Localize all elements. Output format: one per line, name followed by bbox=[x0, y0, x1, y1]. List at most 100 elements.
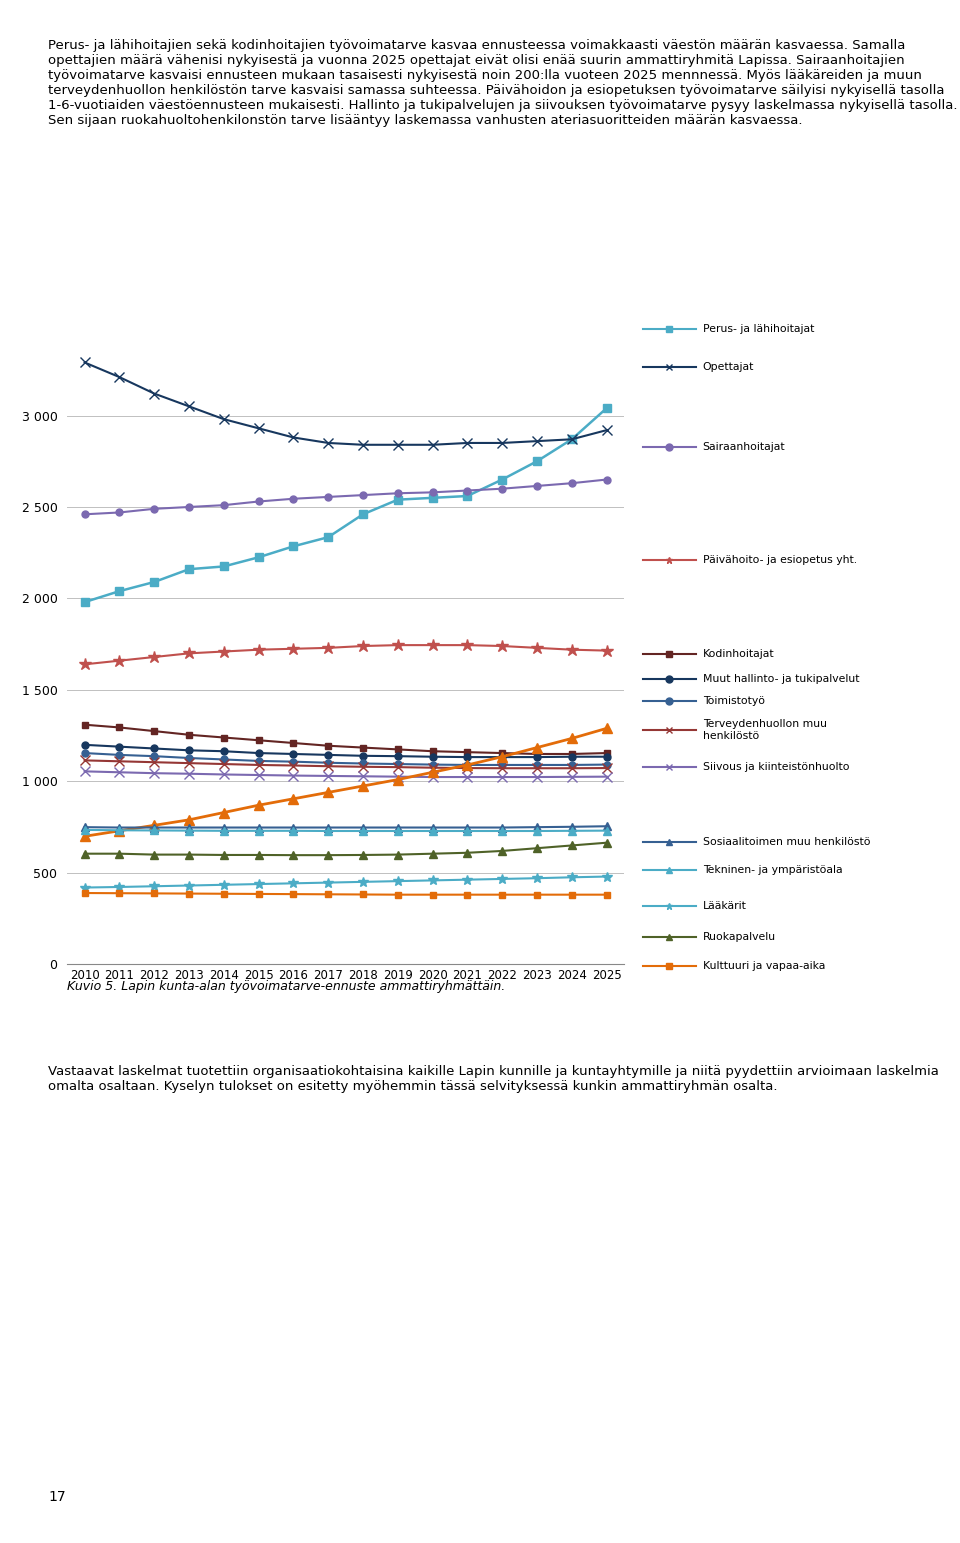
Siivous ja kiinteistönhuolto bbox=[288, 767, 300, 785]
Kodinhoitajat bbox=[496, 744, 508, 762]
Lääkärit bbox=[357, 873, 369, 892]
Kodinhoitajat bbox=[323, 736, 334, 755]
Terveydenhuollon muu henkilöstö bbox=[113, 751, 125, 770]
Muut hallinto- ja tukipalvelut bbox=[323, 745, 334, 764]
Kodinhoitajat bbox=[531, 745, 542, 764]
Terveydenhuollon muu henkilöstö bbox=[218, 755, 229, 773]
Sosiaalitoimen muu henkilöstö bbox=[323, 818, 334, 836]
Tekninen- ja ympäristöala bbox=[357, 822, 369, 841]
Muut hallinto- ja tukipalvelut bbox=[531, 748, 542, 767]
Muut hallinto- ja tukipalvelut bbox=[392, 747, 403, 765]
Kodinhoitajat bbox=[392, 770, 403, 788]
Terveydenhuollon muu henkilöstö bbox=[79, 751, 90, 770]
Terveydenhuollon muu henkilöstö bbox=[288, 756, 300, 775]
Ruokapalvelu bbox=[149, 846, 160, 864]
Opettajat bbox=[496, 434, 508, 452]
Tekninen- ja ympäristöala bbox=[323, 822, 334, 841]
Ruokapalvelu bbox=[496, 841, 508, 859]
Tekninen- ja ympäristöala bbox=[218, 821, 229, 839]
Kulttuuri ja vapaa-aika bbox=[323, 886, 334, 904]
Line: Opettajat: Opettajat bbox=[80, 358, 612, 449]
Toimistotyö bbox=[183, 748, 195, 767]
Muut hallinto- ja tukipalvelut bbox=[601, 747, 612, 765]
Tekninen- ja ympäristöala bbox=[601, 821, 612, 839]
Lääkärit bbox=[601, 867, 612, 886]
Muut hallinto- ja tukipalvelut bbox=[288, 745, 300, 764]
Text: Tekninen- ja ympäristöala: Tekninen- ja ympäristöala bbox=[703, 866, 842, 875]
Sosiaalitoimen muu henkilöstö bbox=[531, 818, 542, 836]
Siivous ja kiinteistönhuolto bbox=[566, 767, 578, 785]
Terveydenhuollon muu henkilöstö bbox=[183, 755, 195, 773]
Tekninen- ja ympäristöala bbox=[113, 821, 125, 839]
Ruokapalvelu bbox=[183, 846, 195, 864]
Päivähoito- ja esiopetus yht. bbox=[183, 643, 195, 662]
Sosiaalitoimen muu henkilöstö bbox=[392, 818, 403, 836]
Ruokapalvelu bbox=[392, 846, 403, 864]
Terveydenhuollon muu henkilöstö bbox=[427, 759, 439, 778]
Päivähoito- ja esiopetus yht. bbox=[288, 639, 300, 657]
Tekninen- ja ympäristöala bbox=[288, 821, 300, 839]
Opettajat bbox=[601, 421, 612, 440]
Perus- ja lähihoitajat bbox=[252, 548, 264, 566]
Kulttuuri ja vapaa-aika bbox=[218, 884, 229, 903]
Siivous ja kiinteistönhuolto bbox=[113, 762, 125, 781]
Ruokapalvelu bbox=[218, 846, 229, 864]
Lääkärit bbox=[566, 869, 578, 887]
Ruokapalvelu bbox=[462, 844, 473, 863]
Perus- ja lähihoitajat bbox=[357, 505, 369, 523]
Tekninen- ja ympäristöala bbox=[566, 821, 578, 839]
Text: Toimistotyö: Toimistotyö bbox=[703, 696, 765, 705]
Lääkärit bbox=[218, 875, 229, 893]
Perus- ja lähihoitajat bbox=[427, 489, 439, 508]
Päivähoito- ja esiopetus yht. bbox=[601, 642, 612, 660]
Opettajat bbox=[323, 434, 334, 452]
Kodinhoitajat bbox=[218, 728, 229, 747]
Sosiaalitoimen muu henkilöstö bbox=[496, 818, 508, 836]
Lääkärit bbox=[323, 873, 334, 892]
Kodinhoitajat bbox=[288, 790, 300, 809]
Kodinhoitajat bbox=[566, 730, 578, 748]
Lääkärit bbox=[392, 872, 403, 890]
Kodinhoitajat bbox=[149, 722, 160, 741]
Lääkärit bbox=[531, 869, 542, 887]
Lääkärit bbox=[79, 878, 90, 896]
Päivähoito- ja esiopetus yht. bbox=[252, 640, 264, 659]
Opettajat bbox=[566, 430, 578, 449]
Text: Vastaavat laskelmat tuotettiin organisaatiokohtaisina kaikille Lapin kunnille ja: Vastaavat laskelmat tuotettiin organisaa… bbox=[48, 1065, 939, 1092]
Sairaanhoitajat bbox=[566, 474, 578, 492]
Päivähoito- ja esiopetus yht. bbox=[427, 636, 439, 654]
Terveydenhuollon muu henkilöstö bbox=[566, 759, 578, 778]
Terveydenhuollon muu henkilöstö bbox=[252, 756, 264, 775]
Kulttuuri ja vapaa-aika bbox=[462, 886, 473, 904]
Kulttuuri ja vapaa-aika bbox=[427, 886, 439, 904]
Toimistotyö bbox=[288, 753, 300, 772]
Siivous ja kiinteistönhuolto bbox=[149, 764, 160, 782]
Siivous ja kiinteistönhuolto bbox=[462, 768, 473, 787]
Perus- ja lähihoitajat bbox=[462, 486, 473, 505]
Kodinhoitajat bbox=[288, 734, 300, 753]
Terveydenhuollon muu henkilöstö bbox=[323, 758, 334, 776]
Sosiaalitoimen muu henkilöstö bbox=[288, 818, 300, 836]
Kodinhoitajat bbox=[531, 738, 542, 756]
Tekninen- ja ympäristöala bbox=[427, 822, 439, 841]
Lääkärit bbox=[252, 875, 264, 893]
Text: Kulttuuri ja vapaa-aika: Kulttuuri ja vapaa-aika bbox=[703, 961, 825, 971]
Opettajat bbox=[113, 367, 125, 386]
Opettajat bbox=[392, 435, 403, 454]
Lääkärit bbox=[462, 870, 473, 889]
Sairaanhoitajat bbox=[183, 498, 195, 517]
Toimistotyö bbox=[218, 750, 229, 768]
Siivous ja kiinteistönhuolto bbox=[252, 765, 264, 784]
Line: Siivous ja kiinteistönhuolto: Siivous ja kiinteistönhuolto bbox=[80, 767, 612, 782]
Terveydenhuollon muu henkilöstö bbox=[357, 758, 369, 776]
Päivähoito- ja esiopetus yht. bbox=[79, 656, 90, 674]
Siivous ja kiinteistönhuolto bbox=[531, 768, 542, 787]
Lääkärit bbox=[288, 873, 300, 892]
Kulttuuri ja vapaa-aika bbox=[79, 884, 90, 903]
Perus- ja lähihoitajat bbox=[79, 593, 90, 611]
Opettajat bbox=[183, 397, 195, 415]
Text: Ruokapalvelu: Ruokapalvelu bbox=[703, 932, 776, 941]
Sairaanhoitajat bbox=[113, 503, 125, 522]
Kulttuuri ja vapaa-aika bbox=[392, 886, 403, 904]
Muut hallinto- ja tukipalvelut bbox=[427, 747, 439, 765]
